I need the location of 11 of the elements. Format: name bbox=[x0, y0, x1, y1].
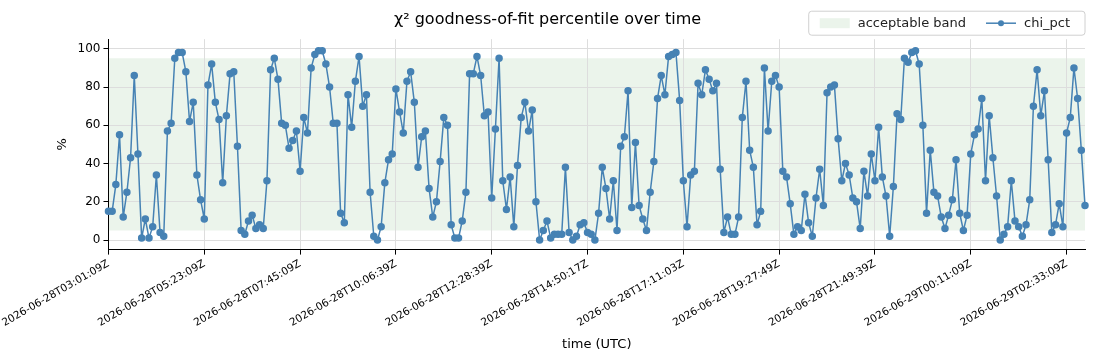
legend-label: chi_pct bbox=[1024, 14, 1070, 30]
y-tick-label: 60 bbox=[85, 117, 101, 132]
legend-label: acceptable band bbox=[857, 14, 967, 30]
y-tick-label: 100 bbox=[77, 40, 101, 55]
y-tick-label: 0 bbox=[92, 232, 101, 247]
y-tick-label: 80 bbox=[85, 79, 101, 94]
y-axis-title: % bbox=[54, 138, 70, 151]
x-axis-title: time (UTC) bbox=[562, 335, 632, 351]
y-tick-label: 40 bbox=[85, 155, 101, 170]
chart-title: χ² goodness-of-fit percentile over time bbox=[393, 8, 702, 28]
y-tick-label: 20 bbox=[85, 193, 101, 208]
